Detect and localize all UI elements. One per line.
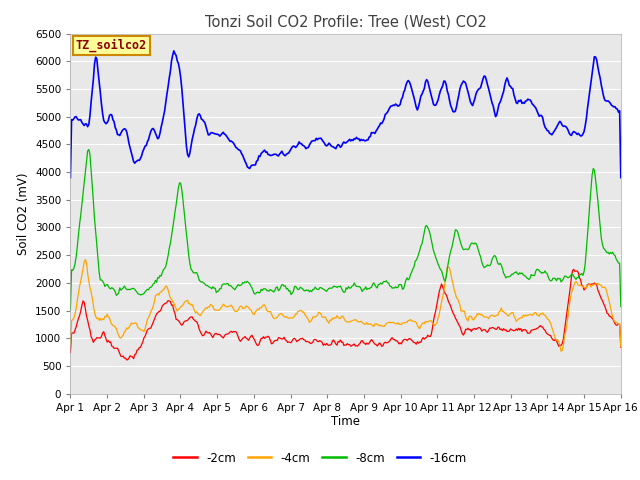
-2cm [568, 275, 575, 280]
-4cm [300, 309, 307, 315]
Line: -8cm: -8cm [70, 149, 621, 310]
-16cm [617, 175, 625, 180]
-8cm [85, 146, 93, 152]
-4cm [472, 314, 480, 320]
-2cm [376, 340, 383, 346]
Line: -2cm: -2cm [70, 269, 621, 360]
-16cm [170, 48, 178, 54]
Y-axis label: Soil CO2 (mV): Soil CO2 (mV) [17, 172, 29, 255]
-2cm [67, 350, 74, 356]
Title: Tonzi Soil CO2 Profile: Tree (West) CO2: Tonzi Soil CO2 Profile: Tree (West) CO2 [205, 15, 486, 30]
-4cm [239, 306, 246, 312]
-8cm [376, 282, 383, 288]
-8cm [472, 240, 480, 246]
-4cm [81, 257, 89, 263]
-8cm [568, 272, 575, 277]
-8cm [300, 288, 307, 293]
-2cm [472, 326, 480, 332]
-8cm [617, 304, 625, 310]
-2cm [402, 336, 410, 342]
-8cm [67, 307, 74, 313]
-2cm [123, 357, 131, 363]
-16cm [376, 122, 383, 128]
Text: TZ_soilco2: TZ_soilco2 [76, 39, 147, 52]
-2cm [300, 337, 307, 343]
-4cm [557, 348, 565, 354]
Legend: -2cm, -4cm, -8cm, -16cm: -2cm, -4cm, -8cm, -16cm [168, 447, 472, 469]
-16cm [67, 175, 74, 180]
Line: -4cm: -4cm [70, 260, 621, 351]
-16cm [300, 143, 307, 149]
-16cm [472, 91, 480, 96]
-16cm [568, 132, 575, 138]
-4cm [617, 344, 625, 349]
-16cm [239, 153, 246, 158]
-8cm [239, 279, 246, 285]
X-axis label: Time: Time [331, 415, 360, 429]
-4cm [376, 323, 383, 329]
-4cm [402, 319, 410, 325]
-2cm [239, 336, 246, 341]
-16cm [402, 82, 410, 88]
-8cm [402, 277, 410, 283]
-4cm [569, 287, 577, 292]
-2cm [617, 345, 625, 350]
-2cm [570, 266, 577, 272]
-4cm [67, 342, 74, 348]
Line: -16cm: -16cm [70, 51, 621, 178]
